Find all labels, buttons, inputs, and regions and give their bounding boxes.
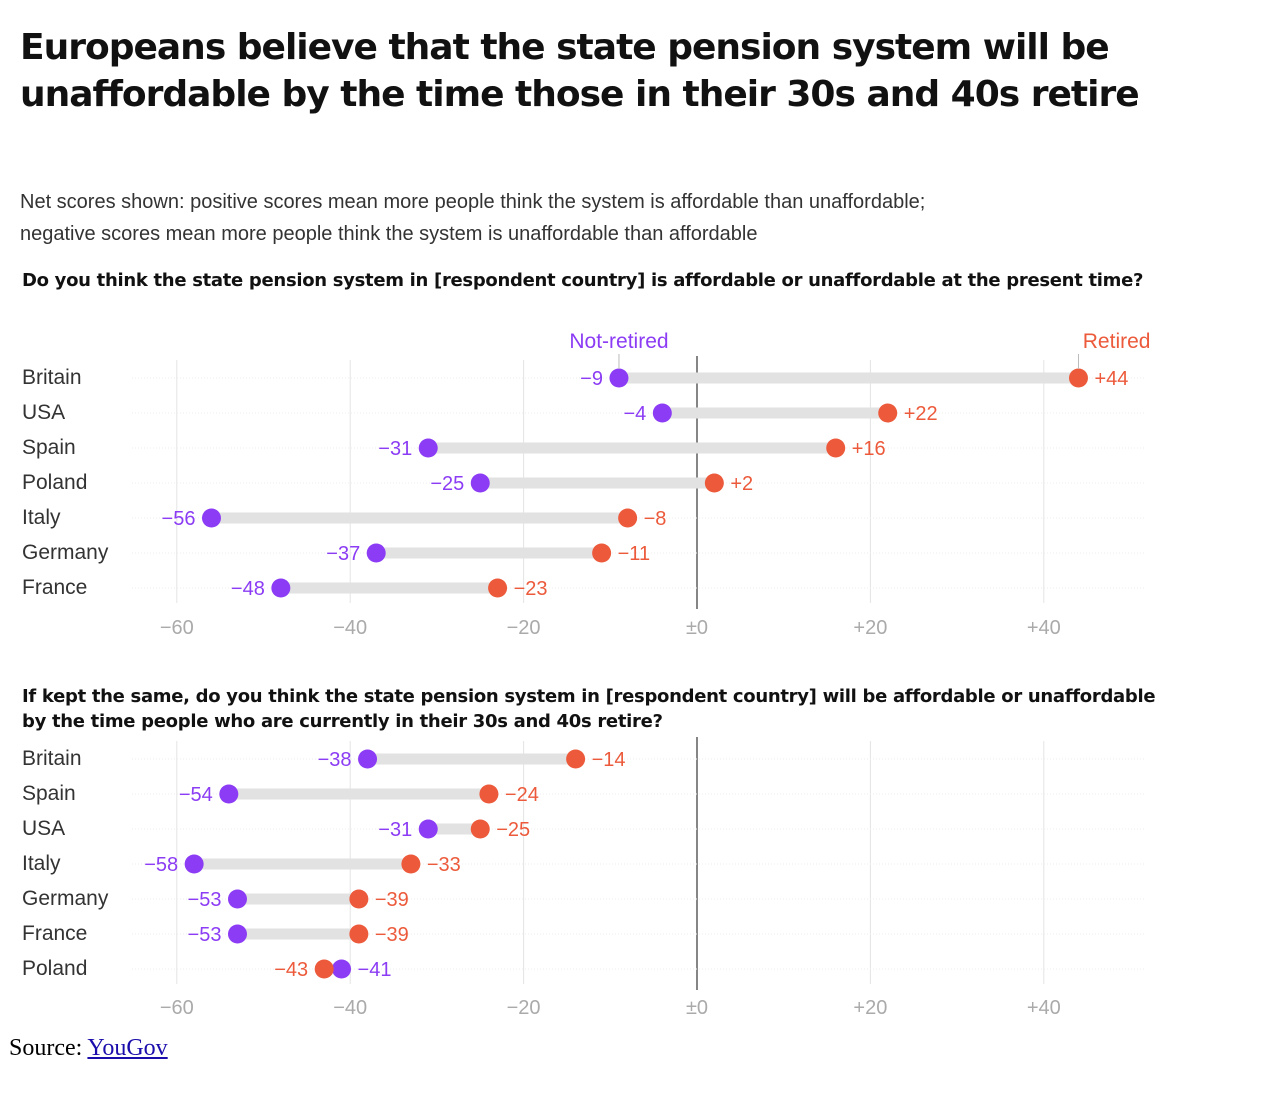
subtitle-line-1: Net scores shown: positive scores mean m… xyxy=(20,191,926,213)
category-label: USA xyxy=(22,401,65,424)
chart-present-affordability: −60 −40 −20 ±0 +20 +40 Britain −9 +44 USA −4 +22 Spa… xyxy=(22,330,1151,639)
not-retired-point xyxy=(418,438,438,458)
retired-value-label: −33 xyxy=(427,854,461,876)
category-label: Britain xyxy=(22,366,82,389)
category-label: France xyxy=(22,922,87,945)
retired-point xyxy=(488,578,508,598)
chart-future-affordability: −60 −40 −20 ±0 +20 +40 Britain −38 −14 Spain −54 −2… xyxy=(22,737,1145,1019)
retired-point xyxy=(1068,368,1088,388)
category-label: USA xyxy=(22,817,65,840)
category-label: Spain xyxy=(22,436,76,459)
retired-point xyxy=(566,749,586,769)
not-retired-point xyxy=(358,749,378,769)
question-2-title: If kept the same, do you think the state… xyxy=(22,686,1156,732)
not-retired-point xyxy=(219,784,239,804)
not-retired-point xyxy=(227,889,247,909)
not-retired-value-label: −9 xyxy=(580,368,603,390)
retired-point xyxy=(704,473,724,493)
not-retired-point xyxy=(271,578,291,598)
x-tick-label: −20 xyxy=(507,617,541,639)
retired-point xyxy=(618,508,638,528)
retired-value-label: −39 xyxy=(375,889,409,911)
retired-value-label: −14 xyxy=(592,749,626,771)
not-retired-point xyxy=(609,368,629,388)
category-label: Poland xyxy=(22,471,87,494)
retired-value-label: −8 xyxy=(644,508,667,530)
not-retired-value-label: −31 xyxy=(378,819,412,841)
not-retired-value-label: −53 xyxy=(188,889,222,911)
retired-point xyxy=(592,543,612,563)
legend-retired: Retired xyxy=(1083,330,1151,353)
retired-point xyxy=(349,924,369,944)
retired-value-label: −39 xyxy=(375,924,409,946)
x-tick-label: +40 xyxy=(1027,997,1061,1019)
retired-value-label: −24 xyxy=(505,784,539,806)
legend-not-retired: Not-retired xyxy=(569,330,668,353)
retired-value-label: −11 xyxy=(618,543,650,565)
not-retired-value-label: −37 xyxy=(326,543,360,565)
x-tick-label: ±0 xyxy=(686,617,708,639)
retired-value-label: −25 xyxy=(496,819,530,841)
category-label: Poland xyxy=(22,957,87,980)
retired-point xyxy=(401,854,421,874)
retired-point xyxy=(349,889,369,909)
not-retired-value-label: −53 xyxy=(188,924,222,946)
question-1-title: Do you think the state pension system in… xyxy=(22,270,1144,291)
category-label: Spain xyxy=(22,782,76,805)
source-note: Source: YouGov xyxy=(9,1035,168,1062)
not-retired-point xyxy=(201,508,221,528)
x-tick-label: ±0 xyxy=(686,997,708,1019)
not-retired-value-label: −31 xyxy=(378,438,412,460)
x-tick-label: −40 xyxy=(333,997,367,1019)
not-retired-value-label: −56 xyxy=(162,508,196,530)
category-label: Britain xyxy=(22,747,82,770)
retired-point xyxy=(314,959,334,979)
retired-value-label: +2 xyxy=(730,473,753,495)
x-tick-label: +20 xyxy=(853,617,887,639)
not-retired-value-label: −48 xyxy=(231,578,265,600)
retired-value-label: −43 xyxy=(274,959,308,981)
not-retired-point xyxy=(332,959,352,979)
x-tick-label: −20 xyxy=(507,997,541,1019)
category-label: Italy xyxy=(22,852,61,875)
retired-point xyxy=(479,784,499,804)
retired-value-label: +44 xyxy=(1094,368,1128,390)
retired-value-label: +16 xyxy=(852,438,886,460)
not-retired-value-label: −58 xyxy=(144,854,178,876)
not-retired-value-label: −38 xyxy=(318,749,352,771)
category-label: Germany xyxy=(22,541,109,564)
not-retired-value-label: −41 xyxy=(358,959,392,981)
not-retired-value-label: −25 xyxy=(430,473,464,495)
not-retired-point xyxy=(652,403,672,423)
retired-point xyxy=(826,438,846,458)
retired-value-label: +22 xyxy=(904,403,938,425)
not-retired-value-label: −54 xyxy=(179,784,213,806)
subtitle-line-2: negative scores mean more people think t… xyxy=(20,223,758,245)
not-retired-point xyxy=(418,819,438,839)
chart-title: Europeans believe that the state pension… xyxy=(20,27,1140,115)
category-label: France xyxy=(22,576,87,599)
x-tick-label: −60 xyxy=(160,997,194,1019)
x-tick-label: +20 xyxy=(853,997,887,1019)
category-label: Italy xyxy=(22,506,61,529)
not-retired-value-label: −4 xyxy=(624,403,647,425)
not-retired-point xyxy=(184,854,204,874)
not-retired-point xyxy=(470,473,490,493)
source-link[interactable]: YouGov xyxy=(87,1035,168,1061)
x-tick-label: −40 xyxy=(333,617,367,639)
not-retired-point xyxy=(227,924,247,944)
not-retired-point xyxy=(366,543,386,563)
category-label: Germany xyxy=(22,887,109,910)
retired-point xyxy=(470,819,490,839)
x-tick-label: +40 xyxy=(1027,617,1061,639)
chart-subtitle: Net scores shown: positive scores mean m… xyxy=(20,186,1200,250)
retired-point xyxy=(878,403,898,423)
x-tick-label: −60 xyxy=(160,617,194,639)
source-label: Source: xyxy=(9,1035,83,1061)
retired-value-label: −23 xyxy=(514,578,548,600)
